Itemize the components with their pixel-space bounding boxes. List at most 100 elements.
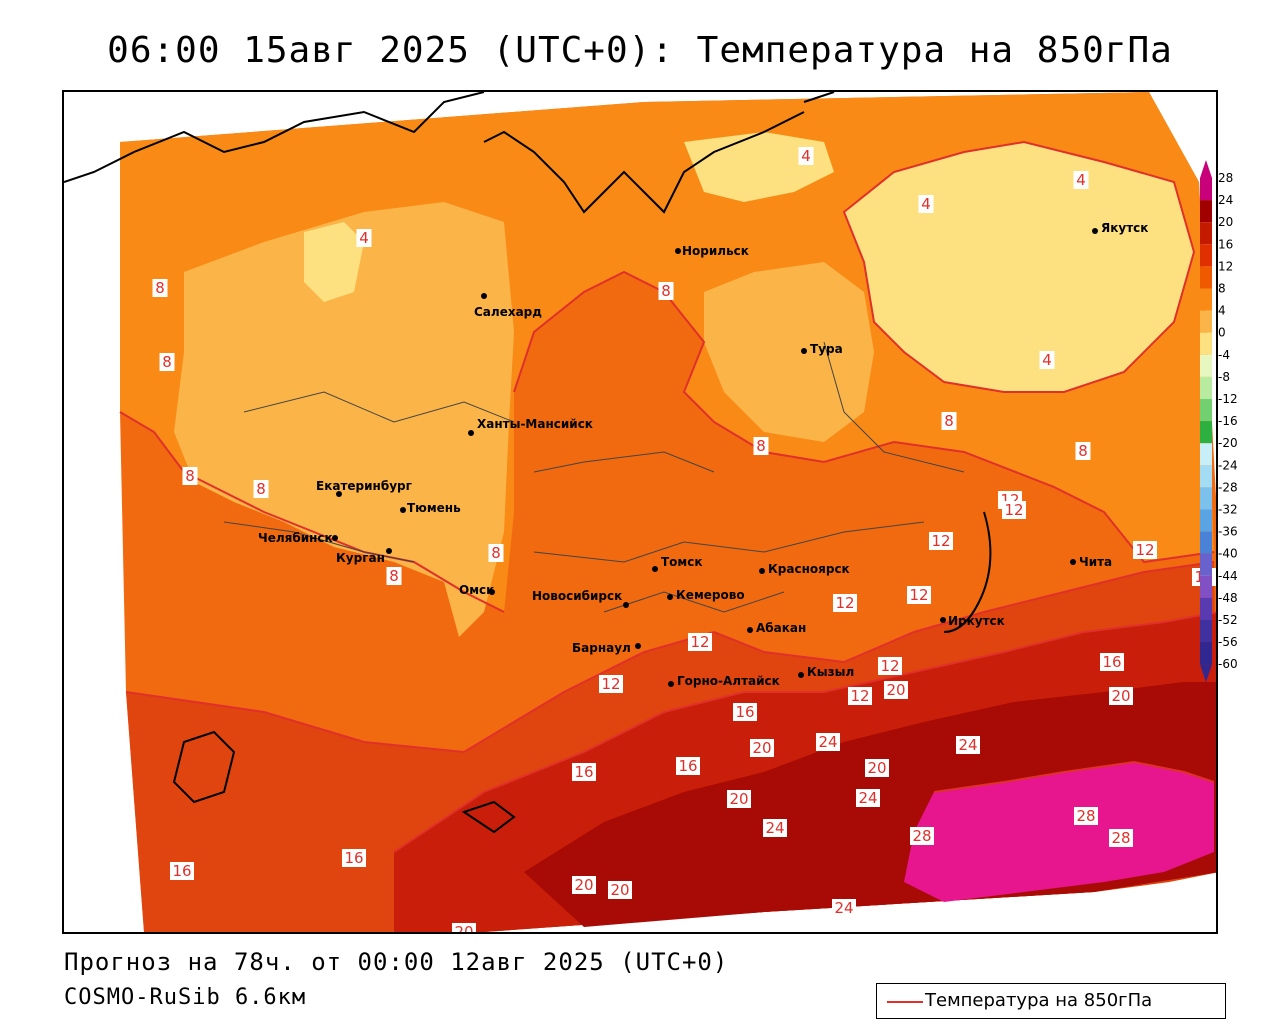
- colorbar-swatch: [1200, 553, 1212, 576]
- colorbar-tick-label: -56: [1218, 635, 1238, 649]
- colorbar-tick-label: 0: [1218, 326, 1226, 340]
- contour-label-bg: [182, 467, 198, 485]
- contour-value-label: 28: [1111, 829, 1130, 847]
- contour-value-label: 8: [185, 467, 195, 485]
- contour-value-label: 8: [155, 279, 165, 297]
- city-label: Тура: [810, 342, 843, 356]
- contour-value-label: 8: [256, 480, 266, 498]
- contour-label-bg: [488, 544, 504, 562]
- contour-value-label: 24: [858, 789, 877, 807]
- contour-label-bg: [688, 633, 712, 651]
- contour-value-label: 12: [690, 633, 709, 651]
- colorbar-swatch: [1200, 310, 1212, 333]
- city-label: Курган: [336, 551, 385, 565]
- contour-value-label: 4: [801, 147, 811, 165]
- colorbar-tick-label: 28: [1218, 171, 1233, 185]
- contour-value-label: 12: [909, 586, 928, 604]
- contour-value-label: 12: [850, 687, 869, 705]
- colorbar-top-arrow: [1200, 160, 1212, 178]
- colorbar-swatch: [1200, 332, 1212, 355]
- contour-label-bg: [159, 353, 175, 371]
- colorbar-swatch: [1200, 597, 1212, 620]
- forecast-info: Прогноз на 78ч. от 00:00 12авг 2025 (UTC…: [64, 948, 729, 976]
- contour-value-label: 8: [944, 412, 954, 430]
- contour-label-bg: [572, 876, 596, 894]
- city-dot-gorno: [668, 681, 674, 687]
- contour-value-label: 4: [1076, 171, 1086, 189]
- colorbar-tick-label: -12: [1218, 392, 1238, 406]
- map-title: 06:00 15авг 2025 (UTC+0): Температура на…: [107, 30, 1173, 71]
- city-dot-omsk: [489, 589, 495, 595]
- contour-value-label: 8: [661, 282, 671, 300]
- city-label: Иркутск: [948, 614, 1005, 628]
- contour-value-label: 20: [729, 790, 748, 808]
- colorbar-tick-label: 20: [1218, 215, 1233, 229]
- contour-value-label: 8: [389, 567, 399, 585]
- city-dot-tomsk: [652, 566, 658, 572]
- colorbar-tick-label: 16: [1218, 237, 1233, 251]
- colorbar-swatch: [1200, 200, 1212, 223]
- colorbar-tick-label: -40: [1218, 547, 1238, 561]
- contour-value-label: 20: [574, 876, 593, 894]
- contour-value-label: 20: [454, 923, 473, 932]
- city-label: Чита: [1079, 555, 1112, 569]
- contour-label-bg: [910, 827, 934, 845]
- contour-label-bg: [884, 681, 908, 699]
- admin-borders: [223, 341, 965, 613]
- city-dot-novosibirsk: [623, 602, 629, 608]
- contour-value-label: 24: [834, 899, 853, 917]
- temperature-colorbar: 28 24 20 16 12 8 4 0 -4 -8 -12 -16 -20 -24 -28 -32 -36 -4…: [1200, 160, 1238, 683]
- colorbar-tick-label: 24: [1218, 193, 1233, 207]
- contour-label-bg: [1109, 687, 1133, 705]
- colorbar-tick-label: -28: [1218, 480, 1238, 494]
- colorbar-swatch: [1200, 222, 1212, 245]
- contour-value-label: 8: [491, 544, 501, 562]
- colorbar-tick-label: -36: [1218, 525, 1238, 539]
- contour-value-label: 16: [678, 757, 697, 775]
- colorbar-tick-label: 12: [1218, 259, 1233, 273]
- contour-label-bg: [1100, 653, 1124, 671]
- city-dot-salekhard: [481, 293, 487, 299]
- contour-value-label: 12: [601, 675, 620, 693]
- city-label: Екатеринбург: [316, 479, 412, 493]
- temperature-map: Норильск Якутск Салехард Тура Ханты-Манс…: [62, 90, 1218, 934]
- contour-value-label: 12: [1135, 541, 1154, 559]
- city-label: Якутск: [1101, 221, 1148, 235]
- zone-28: [904, 762, 1214, 902]
- colorbar-swatch: [1200, 178, 1212, 201]
- coastlines: [64, 92, 992, 834]
- city-label: Горно-Алтайск: [677, 674, 780, 688]
- colorbar-tick-label: -48: [1218, 591, 1238, 605]
- city-dot-barnaul: [635, 643, 641, 649]
- city-dot-krasnoyarsk: [759, 568, 765, 574]
- contour-value-label: 12: [1004, 501, 1023, 519]
- city-label: Ханты-Мансийск: [477, 417, 593, 431]
- contour-label-bg: [918, 195, 934, 213]
- colorbar-swatch: [1200, 354, 1212, 377]
- city-label: Томск: [661, 555, 703, 569]
- contour-label-bg: [1075, 442, 1091, 460]
- contour-label-bg: [878, 657, 902, 675]
- city-dot-ekb: [336, 491, 342, 497]
- contour-label-bg: [1002, 501, 1026, 519]
- contour-label-bg: [750, 739, 774, 757]
- city-dot-norilsk: [675, 248, 681, 254]
- colorbar-swatch: [1200, 288, 1212, 311]
- city-dot-kurgan: [386, 548, 392, 554]
- contour-label-bg: [763, 819, 787, 837]
- contour-value-label: 20: [752, 739, 771, 757]
- contour-label-bg: [1074, 807, 1098, 825]
- colorbar-bottom-arrow: [1200, 664, 1212, 683]
- contour-value-label: 20: [867, 759, 886, 777]
- contour-label-bg: [1133, 541, 1157, 559]
- city-label: Кызыл: [807, 665, 854, 679]
- city-label: Тюмень: [407, 501, 461, 515]
- colorbar-swatch: [1200, 443, 1212, 466]
- contour-label-bg: [658, 282, 674, 300]
- contour-label-bg: [1109, 829, 1133, 847]
- colorbar-tick-label: -44: [1218, 569, 1238, 583]
- contour-label-bg: [733, 703, 757, 721]
- colorbar-swatch: [1200, 509, 1212, 532]
- contour-value-label: 24: [958, 736, 977, 754]
- map-legend: Температура на 850гПа: [876, 983, 1226, 1019]
